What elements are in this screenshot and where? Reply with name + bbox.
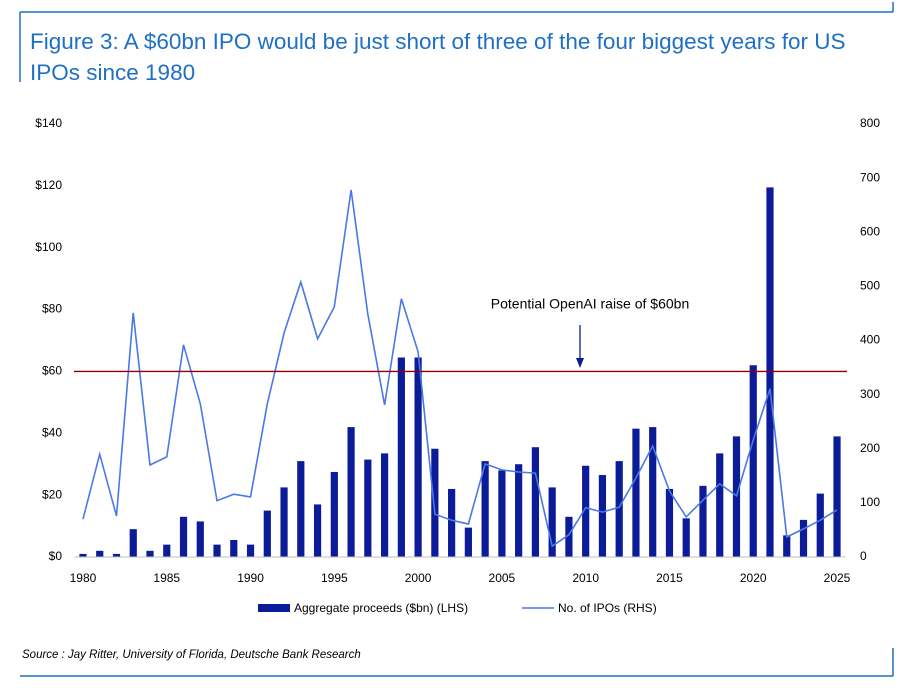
x-tick-label: 2015 [656, 571, 683, 585]
y2-tick-label: 400 [860, 333, 880, 347]
bar [615, 461, 623, 557]
bar [498, 470, 506, 557]
y2-tick-label: 300 [860, 387, 880, 401]
bar [79, 553, 87, 557]
bar [464, 527, 472, 557]
bar [515, 464, 523, 557]
x-tick-label: 1990 [237, 571, 264, 585]
bar [179, 516, 188, 557]
bar [163, 544, 171, 557]
y2-tick-label: 600 [860, 224, 880, 238]
bar [213, 544, 221, 557]
x-tick-label: 1980 [70, 571, 97, 585]
bar [414, 357, 422, 557]
x-tick-label: 1985 [153, 571, 180, 585]
y-tick-label: $20 [42, 487, 62, 501]
bar [380, 453, 389, 557]
bar [129, 529, 137, 557]
y2-tick-label: 0 [860, 549, 867, 563]
annotation: Potential OpenAI raise of $60bn [491, 296, 689, 312]
source: Source : Jay Ritter, University of Flori… [22, 649, 361, 661]
bar [548, 487, 556, 557]
bar [481, 461, 489, 557]
y-tick-label: $120 [35, 178, 62, 192]
x-tick-label: 2020 [740, 571, 767, 585]
x-tick-label: 1995 [321, 571, 348, 585]
legend-swatch [258, 604, 290, 612]
bar [96, 550, 104, 557]
legend-label: No. of IPOs (RHS) [558, 601, 657, 615]
bar [280, 487, 288, 557]
bar [632, 428, 640, 557]
y-tick-label: $80 [42, 302, 62, 316]
bar [397, 357, 405, 557]
bar [246, 544, 255, 557]
annotation-arrowhead [576, 358, 584, 368]
bar [716, 453, 724, 557]
x-tick-label: 2000 [405, 571, 432, 585]
bar [799, 519, 808, 557]
bar [347, 427, 355, 557]
bar [431, 448, 439, 557]
bar [665, 488, 674, 557]
y2-tick-label: 800 [860, 116, 880, 130]
bar [230, 539, 238, 557]
bar [297, 461, 305, 557]
legend-label: Aggregate proceeds ($bn) (LHS) [294, 601, 468, 615]
bar [649, 427, 657, 557]
bar [330, 471, 338, 557]
bar [112, 553, 121, 557]
y-tick-label: $40 [42, 425, 62, 439]
bar [448, 488, 456, 557]
x-tick-label: 2005 [489, 571, 516, 585]
bar [582, 465, 590, 557]
bar [196, 521, 204, 557]
y2-tick-label: 200 [860, 441, 880, 455]
bar [313, 504, 322, 557]
line [82, 189, 838, 548]
bar [699, 485, 707, 557]
y-tick-label: $140 [35, 116, 62, 130]
chart-title: Figure 3: A $60bn IPO would be just shor… [30, 29, 846, 85]
bar [833, 436, 841, 557]
bar [783, 535, 791, 557]
bar [364, 459, 372, 557]
y-tick-label: $60 [42, 364, 62, 378]
x-tick-label: 2010 [572, 571, 599, 585]
bar [682, 518, 690, 557]
bar [146, 550, 154, 557]
y2-tick-label: 500 [860, 279, 880, 293]
y2-tick-label: 700 [860, 170, 880, 184]
bar [749, 365, 757, 557]
y-tick-label: $100 [35, 240, 62, 254]
bar [565, 516, 573, 557]
bar [263, 510, 271, 557]
bar [816, 493, 824, 557]
bar [598, 475, 607, 557]
y-tick-label: $0 [49, 549, 63, 563]
y2-tick-label: 100 [860, 495, 880, 509]
bar [531, 447, 540, 557]
x-tick-label: 2025 [824, 571, 851, 585]
bar [766, 187, 774, 557]
